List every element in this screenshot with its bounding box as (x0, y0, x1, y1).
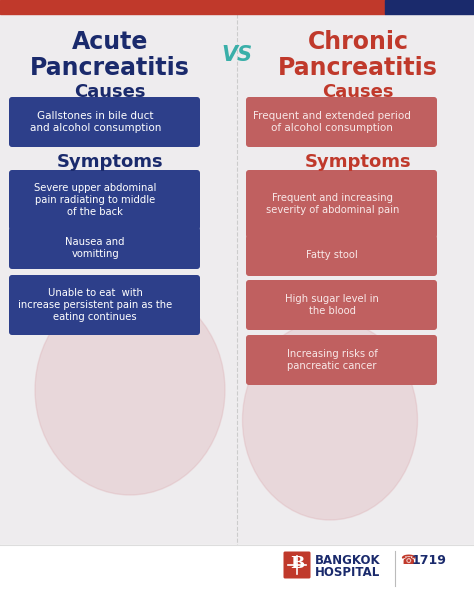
FancyBboxPatch shape (246, 170, 437, 238)
FancyBboxPatch shape (246, 335, 437, 385)
Text: High sugar level in
the blood: High sugar level in the blood (285, 294, 379, 316)
Text: Pancreatitis: Pancreatitis (30, 56, 190, 80)
Ellipse shape (35, 285, 225, 495)
Text: ☎: ☎ (400, 554, 416, 567)
Text: Gallstones in bile duct
and alcohol consumption: Gallstones in bile duct and alcohol cons… (29, 111, 161, 133)
Text: Symptoms: Symptoms (57, 153, 164, 171)
Bar (0, 0, 385, 14)
Text: Acute: Acute (72, 30, 148, 54)
Text: Fatty stool: Fatty stool (306, 250, 358, 260)
FancyBboxPatch shape (9, 97, 200, 147)
FancyBboxPatch shape (9, 170, 200, 230)
Text: Nausea and
vomitting: Nausea and vomitting (65, 237, 125, 259)
Text: VS: VS (221, 45, 253, 65)
Text: BANGKOK: BANGKOK (315, 554, 381, 567)
Bar (0, 545, 474, 592)
FancyBboxPatch shape (9, 275, 200, 335)
FancyBboxPatch shape (9, 227, 200, 269)
Text: Frequent and increasing
severity of abdominal pain: Frequent and increasing severity of abdo… (265, 193, 399, 215)
Text: Unable to eat  with
increase persistent pain as the
eating continues: Unable to eat with increase persistent p… (18, 288, 173, 323)
Text: Causes: Causes (74, 83, 146, 101)
Text: B: B (290, 555, 304, 572)
Text: Increasing risks of
pancreatic cancer: Increasing risks of pancreatic cancer (287, 349, 378, 371)
Ellipse shape (243, 320, 418, 520)
Text: Pancreatitis: Pancreatitis (278, 56, 438, 80)
FancyBboxPatch shape (246, 235, 437, 276)
Bar (385, 0, 474, 14)
FancyBboxPatch shape (246, 280, 437, 330)
Text: Severe upper abdominal
pain radiating to middle
of the back: Severe upper abdominal pain radiating to… (34, 182, 156, 217)
Text: 1719: 1719 (412, 554, 447, 567)
FancyBboxPatch shape (246, 97, 437, 147)
Text: Symptoms: Symptoms (305, 153, 411, 171)
Text: Chronic: Chronic (308, 30, 409, 54)
Text: Causes: Causes (322, 83, 394, 101)
FancyBboxPatch shape (283, 552, 310, 578)
Text: Frequent and extended period
of alcohol consumption: Frequent and extended period of alcohol … (253, 111, 411, 133)
Text: HOSPITAL: HOSPITAL (315, 567, 380, 580)
